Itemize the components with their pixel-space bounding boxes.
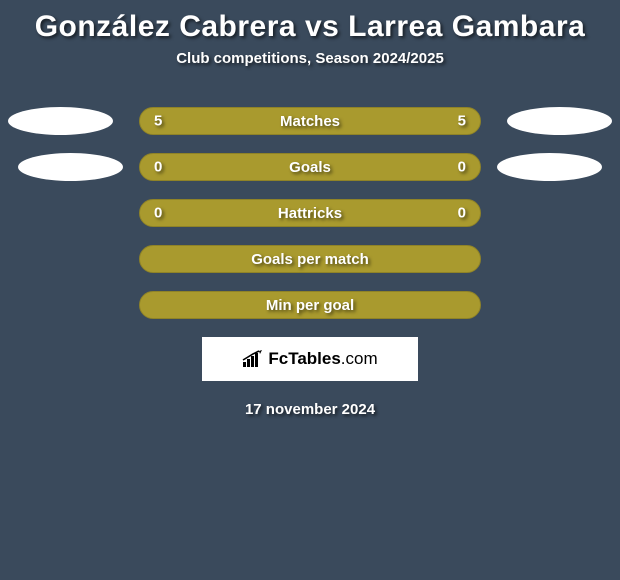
player1-ellipse-matches — [8, 107, 113, 135]
brand-text: FcTables.com — [268, 349, 377, 369]
versus-text: vs — [305, 10, 339, 43]
stat-right-value: 0 — [458, 159, 466, 176]
stat-label: Goals per match — [251, 251, 369, 268]
brand-suffix: .com — [341, 349, 378, 368]
subtitle: Club competitions, Season 2024/2025 — [0, 50, 620, 67]
player2-ellipse-matches — [507, 107, 612, 135]
player1-ellipse-goals — [18, 153, 123, 181]
footer-date: 17 november 2024 — [0, 401, 620, 418]
stats-region: 5 Matches 5 0 Goals 0 0 Hattricks 0 Goal… — [0, 107, 620, 319]
stat-left-value: 0 — [154, 159, 162, 176]
stat-row-matches: 5 Matches 5 — [139, 107, 481, 135]
stat-right-value: 5 — [458, 113, 466, 130]
stat-row-hattricks: 0 Hattricks 0 — [139, 199, 481, 227]
stat-row-min-per-goal: Min per goal — [139, 291, 481, 319]
stat-left-value: 5 — [154, 113, 162, 130]
stat-row-goals-per-match: Goals per match — [139, 245, 481, 273]
page-title: González Cabrera vs Larrea Gambara — [0, 6, 620, 50]
stat-right-value: 0 — [458, 205, 466, 222]
player2-name: Larrea Gambara — [348, 10, 585, 43]
stat-label: Hattricks — [278, 205, 342, 222]
player1-name: González Cabrera — [35, 10, 296, 43]
stat-label: Matches — [280, 113, 340, 130]
comparison-infographic: González Cabrera vs Larrea Gambara Club … — [0, 0, 620, 418]
bar-chart-icon — [242, 350, 264, 368]
stat-label: Goals — [289, 159, 331, 176]
brand-box[interactable]: FcTables.com — [202, 337, 418, 381]
stat-row-goals: 0 Goals 0 — [139, 153, 481, 181]
stat-label: Min per goal — [266, 297, 354, 314]
player2-ellipse-goals — [497, 153, 602, 181]
stat-left-value: 0 — [154, 205, 162, 222]
brand-name: FcTables — [268, 349, 340, 368]
